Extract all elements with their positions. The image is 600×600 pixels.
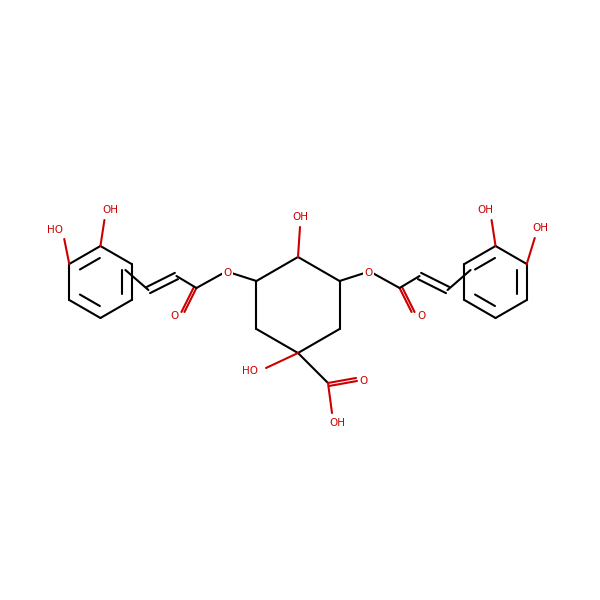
Text: O: O xyxy=(364,268,373,278)
Text: O: O xyxy=(223,268,232,278)
Text: O: O xyxy=(170,311,179,321)
Text: HO: HO xyxy=(242,366,258,376)
Text: O: O xyxy=(418,311,425,321)
Text: OH: OH xyxy=(478,205,494,215)
Text: OH: OH xyxy=(533,223,549,233)
Text: OH: OH xyxy=(292,212,308,222)
Text: HO: HO xyxy=(47,225,63,235)
Text: OH: OH xyxy=(103,205,118,215)
Text: O: O xyxy=(360,376,368,386)
Text: OH: OH xyxy=(329,418,345,428)
